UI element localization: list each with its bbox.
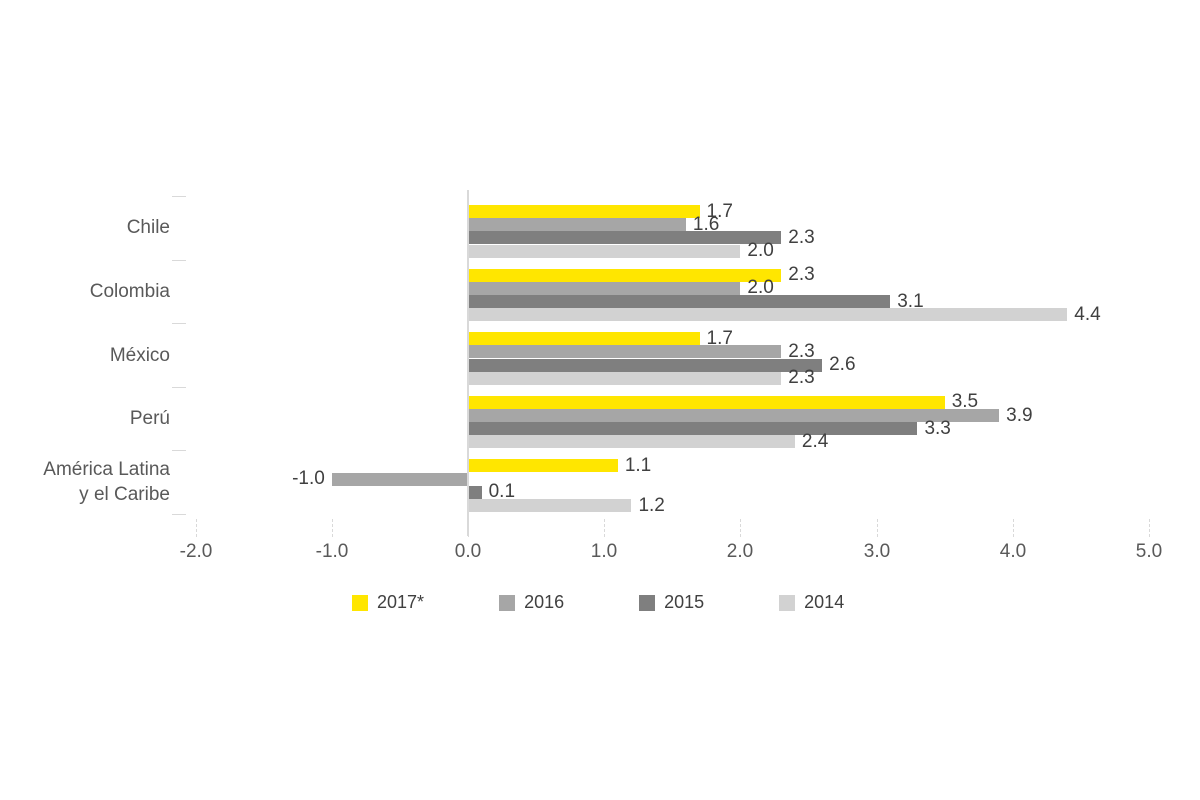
bar-2016-Perú (468, 409, 1000, 422)
bar-value-label: 1.1 (624, 455, 652, 476)
legend-item-2015: 2015 (639, 592, 704, 613)
category-tick-mark (172, 323, 186, 324)
x-axis-tick-mark (877, 519, 878, 537)
x-axis-tick-mark (196, 519, 197, 537)
legend-item-2017: 2017* (352, 592, 424, 613)
x-axis-tick-mark (1013, 519, 1014, 537)
bar-value-label: 2.3 (788, 367, 815, 389)
bar-value-label: 3.5 (951, 391, 979, 413)
category-tick-mark (172, 450, 186, 451)
legend-label: 2017* (377, 592, 425, 612)
category-label: Perú (129, 408, 170, 429)
bar-value-label: 2.3 (788, 264, 815, 286)
category-label: Chile (126, 217, 170, 238)
bar-2016-América Latina y el Caribe (331, 472, 468, 486)
bar-2015-Colombia (468, 295, 891, 308)
bar-value-label: 2.4 (801, 431, 829, 452)
bar-value-label: 3.3 (924, 417, 951, 439)
bar-2015-América Latina y el Caribe (468, 485, 482, 499)
bar-2016-Colombia (468, 281, 741, 295)
x-axis-tick-label: -2.0 (179, 541, 213, 562)
bar-2014-México (468, 371, 782, 385)
bar-value-label: 2.3 (788, 227, 815, 248)
bar-value-label: 1.7 (706, 327, 733, 349)
x-axis-tick-mark (1149, 519, 1150, 537)
category-label: Colombia (89, 281, 170, 302)
bar-2016-Chile (468, 218, 686, 232)
legend-label: 2016 (524, 592, 565, 612)
bar-value-label: 2.3 (788, 341, 815, 362)
x-axis-tick-label: 3.0 (863, 541, 891, 562)
bar-value-label: -1.0 (292, 468, 325, 490)
legend-swatch-icon (499, 594, 516, 611)
x-axis-tick-label: -1.0 (315, 541, 349, 562)
bar-value-label: 3.1 (897, 290, 924, 312)
category-label: América Latina y el Caribe (43, 459, 170, 506)
category-tick-mark (172, 387, 186, 388)
bar-2017-Perú (468, 395, 945, 409)
bar-2015-México (468, 358, 823, 372)
legend-item-2014: 2014 (779, 592, 844, 613)
bar-value-label: 2.0 (747, 240, 774, 262)
bar-2017-América Latina y el Caribe (468, 459, 618, 473)
legend-swatch-icon (779, 594, 796, 611)
x-axis-tick-label: 1.0 (590, 541, 618, 562)
legend-item-2016: 2016 (499, 592, 564, 613)
x-axis-tick-label: 5.0 (1135, 541, 1163, 562)
legend-label: 2014 (804, 592, 845, 612)
bar-2015-Perú (468, 422, 918, 436)
x-axis-tick-label: 4.0 (999, 541, 1027, 562)
bar-value-label: 4.4 (1074, 303, 1101, 325)
bar-value-label: 1.7 (706, 200, 733, 222)
bar-value-label: 2.0 (747, 277, 774, 299)
x-axis-tick-mark (604, 519, 605, 537)
x-axis-tick-mark (740, 519, 741, 537)
bar-2014-Colombia (468, 308, 1068, 322)
bar-value-label: 1.6 (692, 213, 720, 235)
bar-value-label: 1.2 (638, 494, 665, 516)
x-axis-tick-label: 2.0 (726, 541, 754, 562)
legend-swatch-icon (639, 594, 656, 611)
bar-value-label: 2.6 (829, 354, 856, 376)
x-axis-tick-label: 0.0 (454, 541, 482, 562)
legend-swatch-icon (352, 594, 368, 611)
category-tick-mark (172, 260, 186, 261)
x-axis-tick-mark (332, 519, 333, 537)
legend-label: 2015 (664, 592, 705, 612)
bar-2014-Chile (468, 244, 741, 258)
zero-baseline (467, 190, 469, 536)
category-tick-mark (172, 196, 186, 197)
bar-2015-Chile (468, 231, 782, 245)
bar-2017-Chile (468, 205, 700, 218)
bar-2014-América Latina y el Caribe (468, 499, 632, 512)
category-label: México (109, 345, 170, 366)
category-tick-mark (172, 514, 186, 515)
bar-2016-México (468, 345, 782, 359)
legend: 2017* 2016 2015 2014 (352, 592, 844, 613)
bar-2014-Perú (468, 435, 795, 449)
bar-2017-México (468, 332, 700, 346)
bar-value-label: 3.9 (1006, 404, 1033, 426)
bar-2017-Colombia (468, 268, 782, 282)
bar-value-label: 0.1 (488, 481, 516, 503)
